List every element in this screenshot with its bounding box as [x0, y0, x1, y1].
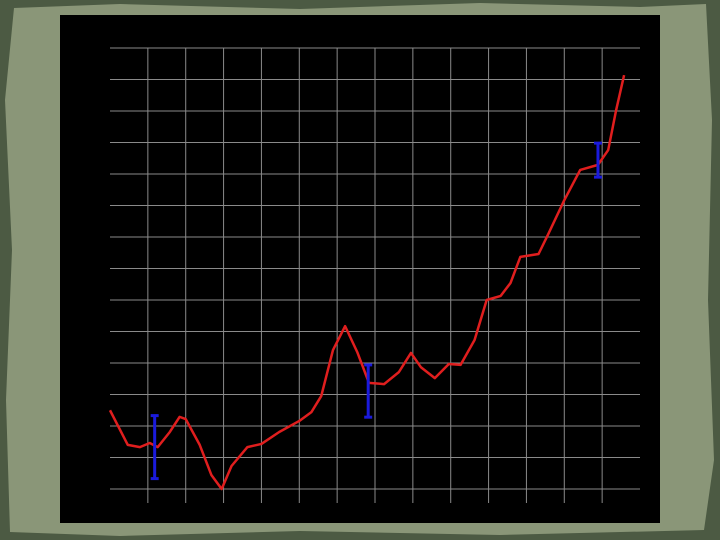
- error-bar: [364, 363, 373, 419]
- data-line: [108, 74, 626, 491]
- error-bar: [593, 141, 602, 179]
- error-bar: [150, 414, 159, 481]
